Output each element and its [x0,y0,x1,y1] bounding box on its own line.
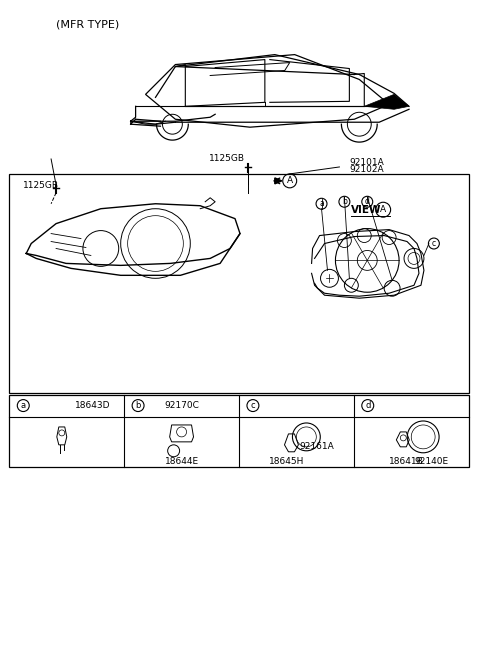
Text: 18641B: 18641B [389,457,424,465]
Text: 1125GB: 1125GB [23,182,59,190]
Bar [9,394,468,467]
Text: 18645H: 18645H [269,457,304,465]
Text: a: a [21,401,26,410]
Text: A: A [287,176,293,186]
Text: c: c [432,239,436,248]
Text: 1125GB: 1125GB [209,154,245,162]
Text: b: b [135,401,141,410]
Polygon shape [275,178,282,184]
Text: A: A [380,206,386,214]
Text: 92102A: 92102A [349,166,384,174]
Text: 92170C: 92170C [164,401,199,410]
Text: 92101A: 92101A [349,158,384,168]
Text: (MFR TYPE): (MFR TYPE) [56,20,120,30]
Text: 92140E: 92140E [414,457,448,465]
Text: d: d [365,401,371,410]
Text: a: a [319,200,324,208]
Text: c: c [251,401,255,410]
Text: 18644E: 18644E [165,457,199,465]
Text: b: b [342,198,347,206]
Text: d: d [365,198,370,206]
Text: 18643D: 18643D [75,401,110,410]
Text: VIEW: VIEW [351,205,382,215]
Bar [9,174,468,392]
Text: 92161A: 92161A [299,442,334,452]
Polygon shape [364,94,409,109]
